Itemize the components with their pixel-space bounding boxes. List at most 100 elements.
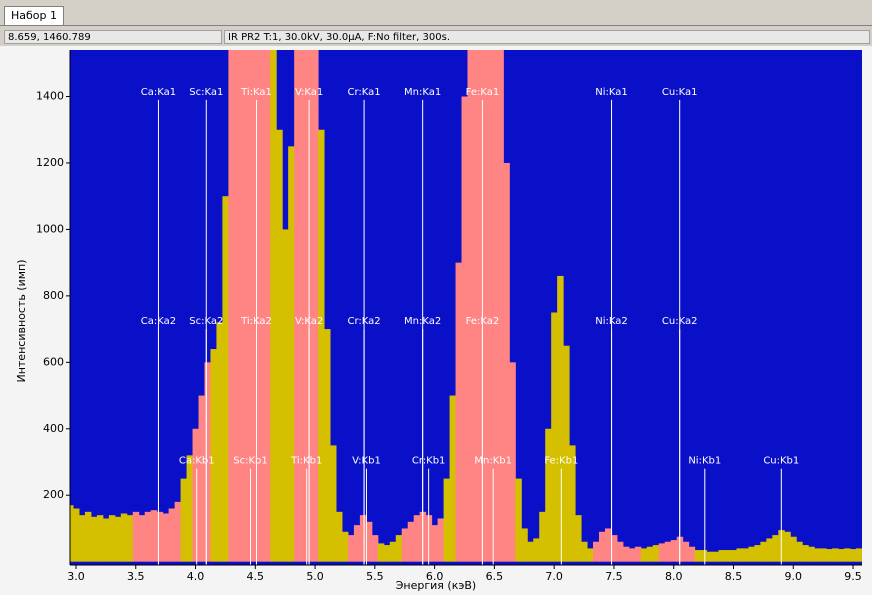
- element-label: Fe:Kb1: [544, 456, 578, 467]
- spectrum-bar: [353, 525, 361, 562]
- x-tick-label: 8.5: [725, 570, 743, 583]
- x-tick-label: 4.5: [247, 570, 265, 583]
- spectrum-bar: [533, 538, 540, 562]
- spectrum-bar: [682, 541, 690, 562]
- spectrum-bar: [521, 528, 528, 562]
- x-tick-label: 5.5: [366, 570, 384, 583]
- y-tick-label: 200: [43, 488, 64, 501]
- spectrum-bar: [246, 50, 253, 562]
- element-label: Cu:Kb1: [763, 456, 799, 467]
- spectrum-bar: [802, 545, 809, 562]
- tab[interactable]: Набор 1: [4, 6, 65, 25]
- spectrum-bar: [814, 548, 821, 562]
- spectrum-bar: [443, 478, 451, 562]
- spectrum-bar: [84, 511, 92, 562]
- y-axis-label: Интенсивность (имп): [15, 259, 28, 382]
- element-label: V:Kb1: [352, 456, 381, 467]
- spectrum-bar: [515, 478, 522, 562]
- element-label: Cr:Ka2: [348, 316, 381, 327]
- tab-divider: [0, 25, 872, 26]
- spectrum-bar: [365, 521, 373, 562]
- spectrum-bar: [330, 445, 337, 562]
- spectrum-bar: [628, 548, 636, 562]
- spectrum-bar: [240, 50, 247, 562]
- spectrum-bar: [485, 50, 492, 562]
- element-label: Ca:Ka2: [141, 316, 176, 327]
- spectrum-bar: [766, 538, 773, 562]
- spectrum-bar: [545, 428, 552, 562]
- element-label: Mn:Kb1: [474, 456, 512, 467]
- spectrum-bar: [736, 548, 743, 562]
- element-label: Sc:Ka2: [189, 316, 223, 327]
- spectrum-bar: [288, 146, 295, 562]
- spectrum-bar: [282, 229, 289, 562]
- spectrum-bar: [640, 548, 648, 562]
- spectrum-bar: [850, 549, 857, 562]
- spectrum-bar: [252, 50, 259, 562]
- spectrum-bar: [587, 548, 594, 562]
- spectrum-bar: [324, 329, 331, 562]
- y-tick-label: 1000: [36, 222, 64, 235]
- spectrum-bar: [604, 528, 612, 562]
- spectrum-bar: [347, 535, 355, 562]
- spectrum-bar: [371, 535, 379, 562]
- spectrum-bar: [383, 545, 391, 562]
- x-tick-label: 3.0: [67, 570, 85, 583]
- element-label: Sc:Kb1: [233, 456, 267, 467]
- spectrum-bar: [126, 515, 134, 562]
- spectrum-bar: [335, 511, 343, 562]
- element-label: Ni:Ka1: [595, 87, 628, 98]
- spectrum-bar: [341, 531, 349, 562]
- spectrum-bar: [610, 535, 618, 562]
- spectrum-bar: [796, 541, 803, 562]
- spectrum-bar: [138, 515, 146, 562]
- spectrum-bar: [575, 515, 582, 562]
- spectrum-bar: [276, 129, 283, 562]
- spectrum-bar: [593, 541, 600, 562]
- element-label: Cr:Ka1: [348, 87, 381, 98]
- spectrum-bar: [730, 550, 737, 562]
- spectrum-bar: [186, 455, 194, 562]
- spectrum-bar: [312, 50, 319, 562]
- spectrum-bar: [455, 262, 463, 562]
- spectrum-bar: [539, 511, 546, 562]
- spectrum-bar: [258, 50, 265, 562]
- spectrum-bar: [808, 546, 815, 562]
- spectrum-bar: [473, 50, 480, 562]
- spectrum-bar: [401, 528, 409, 562]
- spectrum-bar: [70, 505, 74, 562]
- spectrum-bar: [413, 515, 421, 562]
- spectrum-bar: [395, 535, 403, 562]
- x-axis-label: Энергия (кэВ): [396, 579, 476, 592]
- spectrum-bar: [622, 546, 630, 562]
- y-tick-label: 600: [43, 355, 64, 368]
- status-info: IR PR2 T:1, 30.0kV, 30.0µA, F:No filter,…: [224, 30, 870, 44]
- element-label: Cu:Ka2: [662, 316, 698, 327]
- spectrum-bar: [204, 362, 211, 562]
- x-tick-label: 6.0: [426, 570, 444, 583]
- element-label: Ca:Kb1: [179, 456, 215, 467]
- spectrum-bar: [772, 535, 779, 562]
- spectrum-bar: [449, 395, 457, 562]
- x-tick-label: 8.0: [665, 570, 683, 583]
- x-tick-label: 4.0: [187, 570, 205, 583]
- spectrum-bar: [216, 322, 223, 562]
- spectrum-bar: [652, 545, 660, 562]
- spectrum-bar: [569, 445, 576, 562]
- spectrum-bar: [760, 541, 767, 562]
- spectrum-bar: [228, 50, 235, 562]
- spectrum-bar: [90, 516, 98, 562]
- spectrum-bar: [748, 546, 755, 562]
- spectrum-bar: [132, 511, 140, 562]
- spectrum-bar: [222, 196, 229, 562]
- spectrum-bar: [78, 515, 86, 562]
- spectrum-bar: [670, 540, 678, 562]
- spectrum-bar: [598, 531, 606, 562]
- spectrum-bar: [688, 546, 696, 562]
- status-cursor: 8.659, 1460.789: [4, 30, 222, 44]
- spectrum-bar: [407, 521, 415, 562]
- spectrum-bar: [551, 312, 558, 562]
- x-tick-label: 3.5: [127, 570, 145, 583]
- spectrum-bar: [712, 551, 720, 562]
